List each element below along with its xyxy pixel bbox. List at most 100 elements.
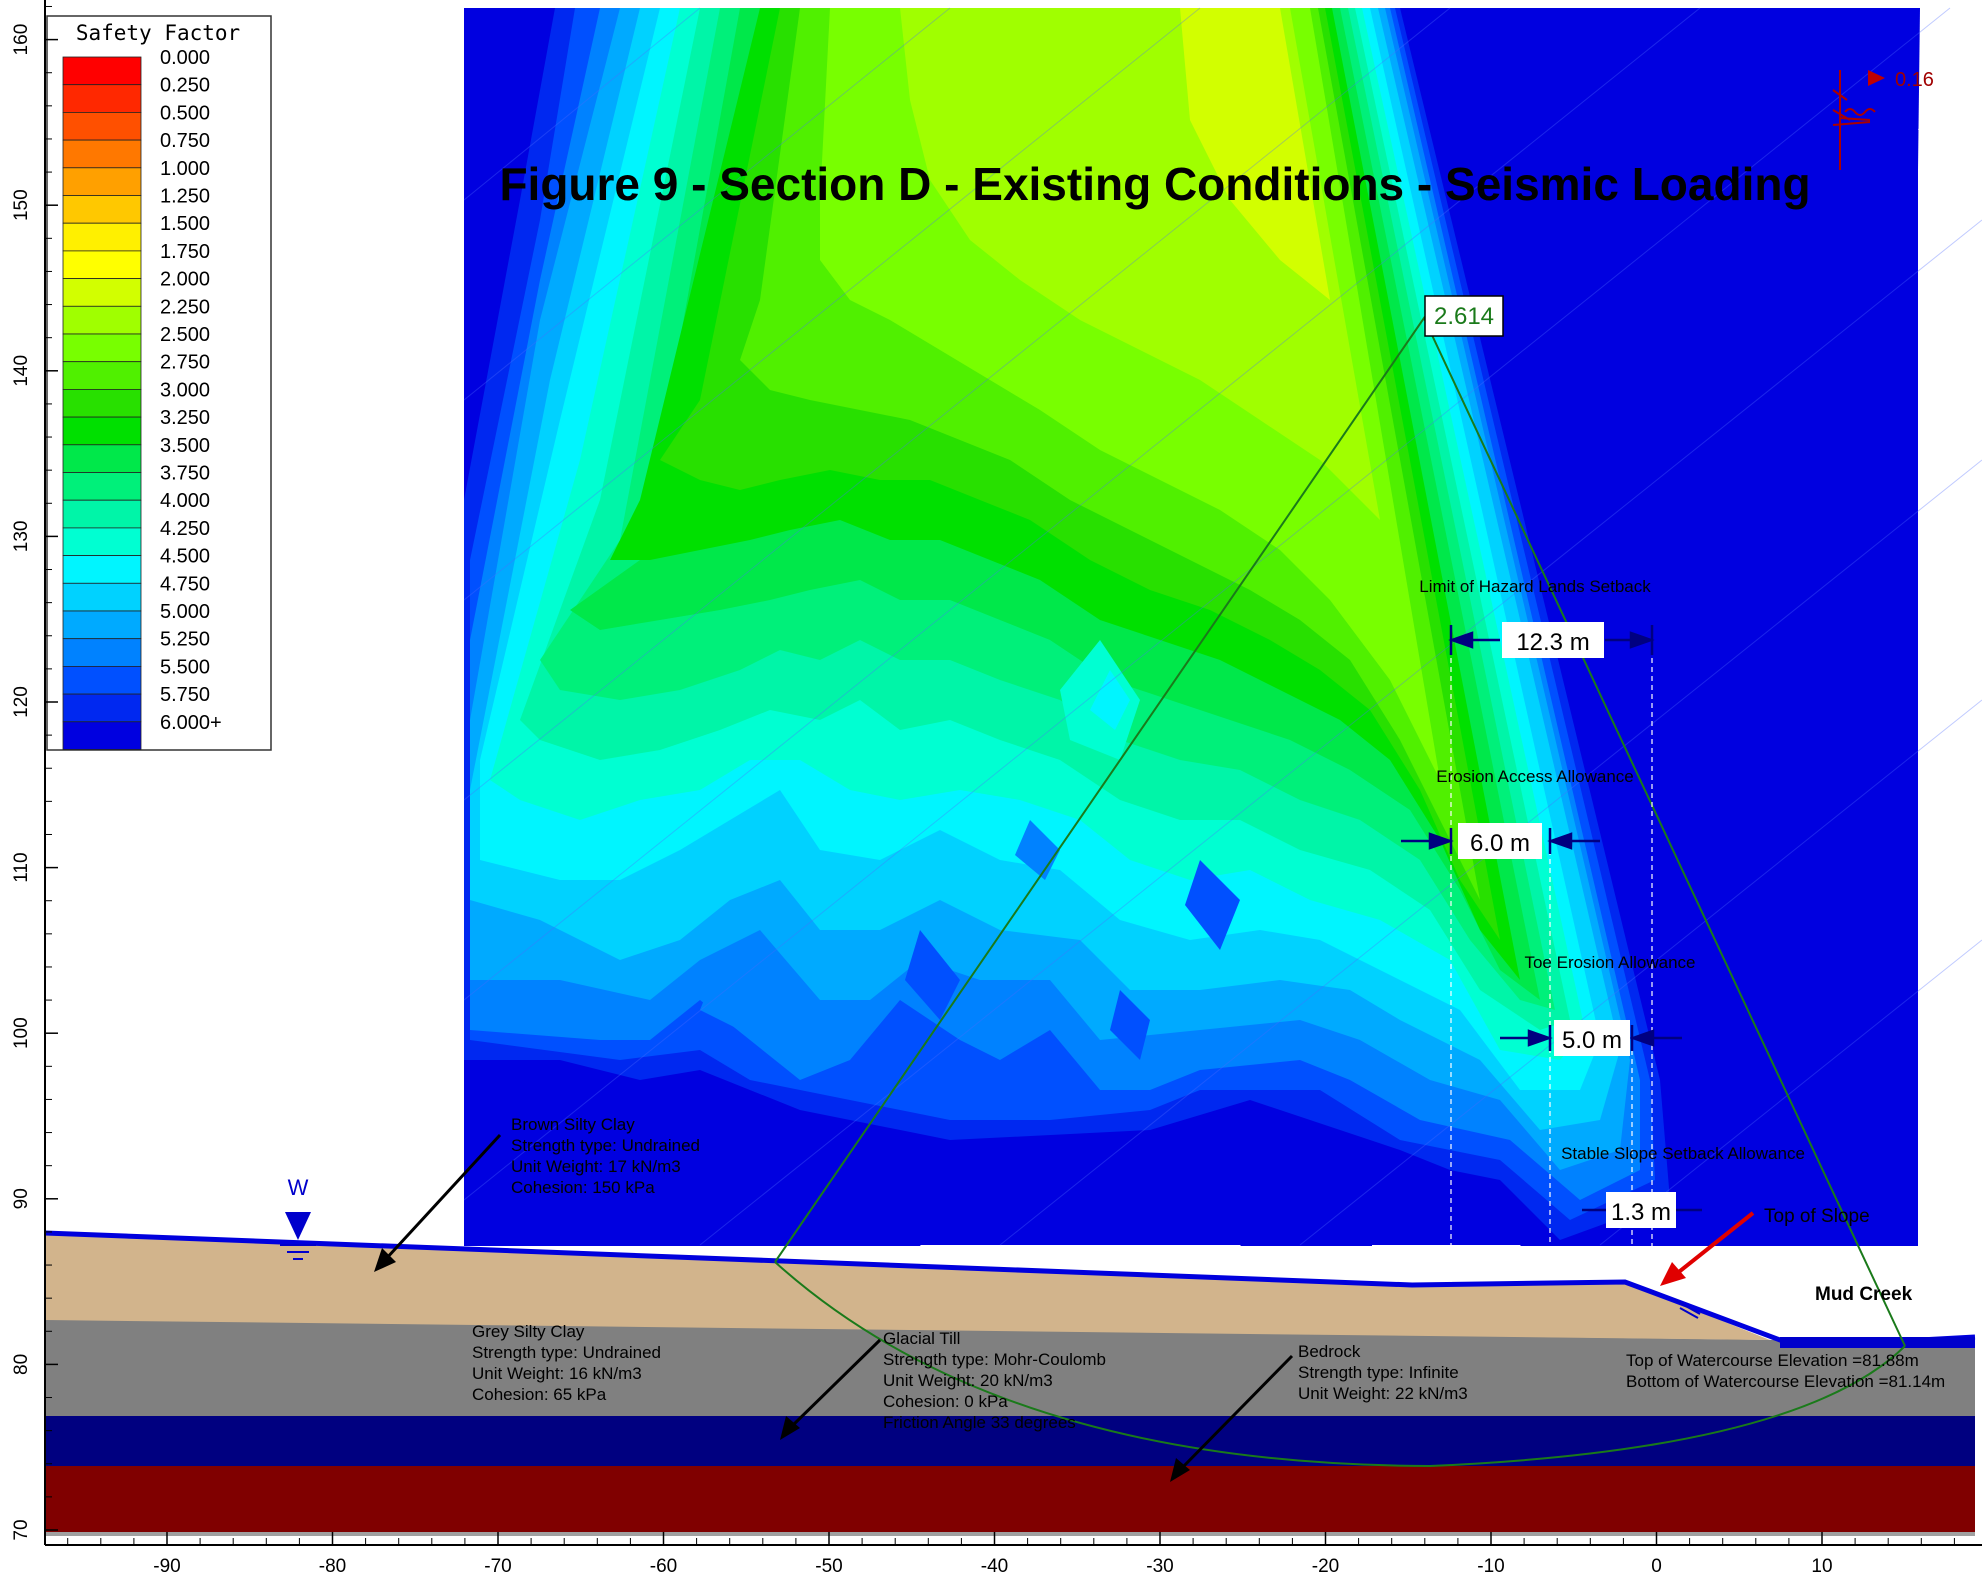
legend-swatch	[62, 250, 142, 279]
legend-swatch	[62, 278, 142, 307]
legend-swatch	[62, 472, 142, 501]
water-table-marker: W	[280, 1175, 316, 1260]
brown-silty-clay-layer	[45, 1233, 1770, 1340]
legend-swatch	[62, 388, 142, 418]
bedrock-layer	[45, 1465, 1975, 1532]
svg-text:Unit Weight: 16 kN/m3: Unit Weight: 16 kN/m3	[472, 1364, 642, 1383]
legend-label: 5.250	[160, 629, 210, 651]
legend-swatch	[62, 195, 142, 224]
legend-label: 1.000	[160, 158, 210, 180]
x-tick-label: -40	[981, 1556, 1008, 1572]
legend-label: 5.500	[160, 656, 210, 678]
legend-label: 1.500	[160, 213, 210, 235]
top-of-slope-annotation: Top of Slope	[1660, 1206, 1870, 1319]
safety-factor-contours	[463, 7, 1982, 1340]
legend-label: 5.750	[160, 684, 210, 706]
legend-label: 0.250	[160, 75, 210, 97]
watercourse-bottom-label: Bottom of Watercourse Elevation =81.14m	[1626, 1372, 1945, 1391]
legend-label: 3.250	[160, 407, 210, 429]
y-tick-label: 160	[11, 24, 32, 56]
legend-label: 4.500	[160, 546, 210, 568]
toe-erosion-title: Toe Erosion Allowance	[1524, 953, 1695, 972]
erosion-access-title: Erosion Access Allowance	[1436, 767, 1634, 786]
legend-swatch	[62, 333, 142, 363]
svg-text:Strength type: Mohr-Coulomb: Strength type: Mohr-Coulomb	[883, 1350, 1106, 1369]
svg-text:Glacial Till: Glacial Till	[883, 1329, 960, 1348]
water-label: W	[288, 1175, 309, 1200]
stable-slope-value: 1.3 m	[1611, 1199, 1671, 1226]
legend-swatch	[62, 666, 142, 695]
legend-title: Safety Factor	[76, 21, 240, 45]
mud-creek-label: Mud Creek	[1815, 1284, 1913, 1305]
setback-dimensions: Limit of Hazard Lands Setback 12.3 m Ero…	[1401, 577, 1805, 1282]
bedrock-label: Bedrock Strength type: Infinite Unit Wei…	[1170, 1342, 1468, 1482]
top-of-slope-label: Top of Slope	[1764, 1206, 1870, 1227]
x-tick-label: -70	[484, 1556, 511, 1572]
legend-swatch	[62, 693, 142, 723]
legend-label: 1.750	[160, 241, 210, 263]
grey-silty-clay-label: Grey Silty Clay Strength type: Undrained…	[472, 1322, 661, 1404]
watercourse-top-label: Top of Watercourse Elevation =81.88m	[1626, 1351, 1919, 1370]
svg-text:Strength type: Undrained: Strength type: Undrained	[511, 1136, 700, 1155]
creek-water	[1780, 1337, 1975, 1348]
stable-slope-title: Stable Slope Setback Allowance	[1561, 1144, 1805, 1163]
svg-text:Cohesion: 65 kPa: Cohesion: 65 kPa	[472, 1385, 607, 1404]
x-tick-label: -50	[815, 1556, 842, 1572]
legend-swatch	[62, 610, 142, 640]
y-axis: 70 80 90 100 110 120 130 140 150 160	[11, 0, 58, 1545]
legend-label: 2.250	[160, 296, 210, 318]
x-axis: -90 -80 -70 -60 -50 -40 -30 -20 -10 0 10	[45, 1532, 1982, 1577]
y-tick-label: 100	[11, 1017, 32, 1049]
legend-swatch	[62, 638, 142, 667]
grey-silty-clay-layer	[45, 1318, 1975, 1416]
legend-swatch	[62, 721, 142, 750]
svg-text:Bedrock: Bedrock	[1298, 1342, 1361, 1361]
y-tick-label: 150	[11, 189, 32, 221]
legend-swatch	[62, 222, 142, 252]
glacial-till-label: Glacial Till Strength type: Mohr-Coulomb…	[780, 1329, 1106, 1440]
legend-label: 0.500	[160, 102, 210, 124]
y-tick-label: 130	[11, 521, 32, 553]
slip-surface	[774, 315, 1906, 1468]
x-tick-label: -90	[153, 1556, 180, 1572]
legend-swatch	[62, 416, 142, 446]
svg-text:Strength type: Undrained: Strength type: Undrained	[472, 1343, 661, 1362]
legend-swatch	[62, 555, 142, 584]
legend-label: 1.250	[160, 186, 210, 208]
x-tick-label: 10	[1811, 1556, 1832, 1572]
glacial-till-layer	[45, 1416, 1975, 1466]
legend-swatch	[62, 527, 142, 557]
hazard-setback-value: 12.3 m	[1516, 629, 1589, 656]
x-tick-label: -60	[650, 1556, 677, 1572]
legend-swatch	[62, 361, 142, 390]
legend-swatch	[62, 84, 142, 113]
svg-text:Cohesion: 150 kPa: Cohesion: 150 kPa	[511, 1178, 655, 1197]
legend-label: 4.750	[160, 573, 210, 595]
x-tick-label: -30	[1146, 1556, 1173, 1572]
legend-label: 0.000	[160, 47, 210, 69]
seismic-load-icon: 0.16	[1832, 69, 1934, 170]
legend-swatch	[62, 139, 142, 169]
svg-text:Unit Weight: 17 kN/m3: Unit Weight: 17 kN/m3	[511, 1157, 681, 1176]
svg-text:Grey Silty Clay: Grey Silty Clay	[472, 1322, 585, 1341]
x-tick-label: -10	[1477, 1556, 1504, 1572]
legend-swatch	[62, 499, 142, 529]
legend-label: 2.500	[160, 324, 210, 346]
legend-label: 2.750	[160, 352, 210, 374]
x-tick-label: -80	[319, 1556, 346, 1572]
x-tick-label: -20	[1312, 1556, 1339, 1572]
y-tick-label: 110	[11, 852, 32, 882]
toe-erosion-value: 5.0 m	[1562, 1027, 1622, 1054]
legend-swatch	[62, 582, 142, 612]
erosion-access-value: 6.0 m	[1470, 830, 1530, 857]
svg-text:Unit Weight: 22 kN/m3: Unit Weight: 22 kN/m3	[1298, 1384, 1468, 1403]
legend-label: 5.000	[160, 601, 210, 623]
legend-label: 3.750	[160, 463, 210, 485]
svg-text:Brown Silty Clay: Brown Silty Clay	[511, 1115, 635, 1134]
factor-of-safety-label: 2.614	[1424, 295, 1504, 337]
figure-title: Figure 9 - Section D - Existing Conditio…	[499, 158, 1810, 210]
fos-value: 2.614	[1434, 303, 1494, 330]
legend-label: 3.500	[160, 435, 210, 457]
